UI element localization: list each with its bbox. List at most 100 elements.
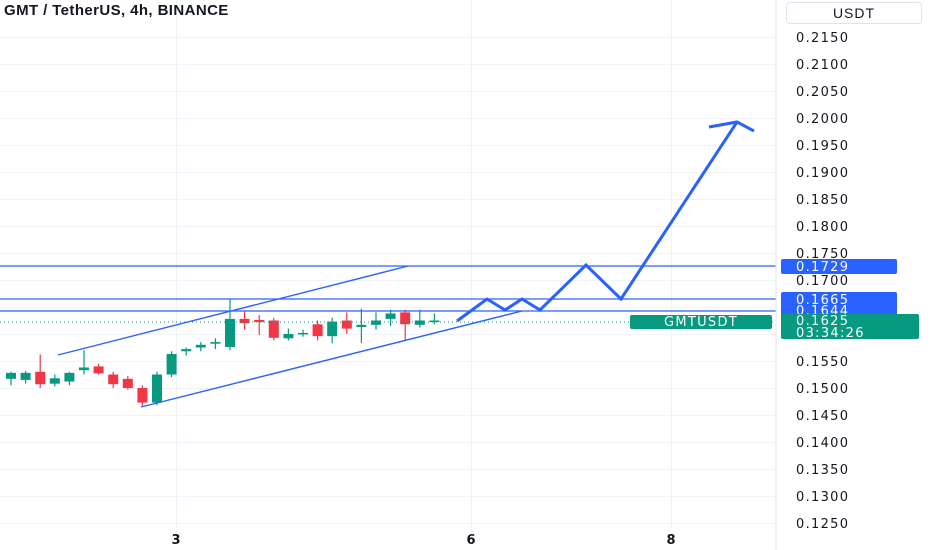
candle (341, 312, 352, 334)
candle-body (166, 353, 177, 375)
countdown-text: 03:34:26 (796, 326, 865, 341)
candle-body (225, 318, 235, 347)
grid-lines (0, 0, 776, 528)
projection-path (456, 121, 739, 323)
candle-body (152, 374, 162, 403)
candle (429, 313, 440, 325)
candle-body (122, 378, 133, 388)
candle-body (356, 324, 367, 327)
currency-button[interactable]: USDT (786, 2, 922, 24)
price-tick: 0.1900 (796, 166, 849, 181)
price-tick: 0.1950 (796, 139, 849, 154)
candle-body (137, 388, 148, 403)
projection-arrowhead (708, 120, 755, 133)
candle (268, 317, 279, 341)
candle (20, 370, 31, 384)
price-tick: 0.1750 (796, 247, 849, 262)
candle (137, 385, 148, 407)
candle-body (254, 319, 265, 323)
candle (152, 371, 162, 406)
candle (298, 329, 308, 337)
candle-body (385, 313, 396, 319)
candle-body (93, 366, 104, 374)
candle (400, 309, 411, 341)
channel-lower-line (140, 310, 523, 408)
price-tick: 0.1300 (796, 490, 849, 505)
candle-body (400, 312, 411, 325)
candle-body (79, 367, 89, 371)
price-tick: 0.1250 (796, 517, 849, 532)
symbol-title: GMT / TetherUS, 4h, BINANCE (4, 2, 229, 19)
time-axis: 3 6 8 (171, 533, 675, 548)
candle (35, 354, 46, 388)
candle-body (327, 321, 338, 337)
candle-body (195, 344, 206, 348)
candle-body (341, 320, 352, 329)
candle-body (239, 318, 250, 324)
candle (371, 312, 381, 330)
price-tick: 0.2100 (796, 58, 849, 73)
price-tags: 0.1729 0.1665 0.1644 GMTUSDT 0.1625 03:3… (630, 259, 919, 341)
price-tick: 0.2050 (796, 85, 849, 100)
price-tick: 0.1800 (796, 220, 849, 235)
price-tick: 0.1350 (796, 463, 849, 478)
candle (254, 315, 265, 336)
candle (108, 371, 119, 388)
candle-body (414, 320, 425, 325)
candle (181, 347, 192, 356)
drawing-layer (0, 120, 776, 408)
price-tick: 0.1850 (796, 193, 849, 208)
candle (210, 338, 221, 350)
candle-body (20, 372, 31, 380)
candle-body (108, 374, 119, 385)
price-tick: 0.2000 (796, 112, 849, 127)
candle-body (312, 324, 323, 337)
price-tag-0.1644 (781, 304, 897, 317)
price-tick: 0.2150 (796, 31, 849, 46)
candle (283, 328, 294, 341)
candle-body (371, 320, 381, 325)
candle-body (181, 349, 192, 352)
candle-body (6, 372, 16, 379)
candle (239, 311, 250, 330)
candle-body (49, 378, 60, 384)
candle (312, 320, 323, 341)
price-tick: 0.1500 (796, 382, 849, 397)
symbol-label: GMTUSDT (664, 315, 738, 330)
candle-body (64, 372, 75, 382)
price-tag-0.1665 (781, 292, 897, 306)
candle-body (35, 371, 46, 385)
candle (93, 363, 104, 375)
time-tick: 3 (171, 533, 180, 548)
candle-body (429, 320, 440, 322)
candle (64, 371, 75, 386)
candle (414, 309, 425, 328)
candle (225, 298, 235, 351)
price-tick: 0.1700 (796, 274, 849, 289)
candle-body (268, 320, 279, 338)
last-price-tag (781, 314, 919, 339)
candle (79, 350, 89, 375)
candle (122, 376, 133, 390)
candle (49, 374, 60, 387)
channel-upper-line (57, 265, 409, 356)
time-tick: 6 (466, 533, 475, 548)
candle (356, 308, 367, 344)
price-tick: 0.1550 (796, 355, 849, 370)
candle (195, 342, 206, 352)
candle-body (210, 342, 221, 344)
price-axis: 0.2150 0.2100 0.2050 0.2000 0.1950 0.1900 0.18… (775, 0, 849, 550)
price-tick: 0.1450 (796, 409, 849, 424)
candle-body (283, 334, 294, 339)
time-tick: 8 (666, 533, 675, 548)
symbol-label-bg (630, 315, 772, 329)
price-tag-0.1729 (781, 259, 897, 274)
candle (6, 371, 16, 386)
candles (6, 298, 440, 407)
candle (385, 309, 396, 326)
candle-body (298, 332, 308, 335)
last-price-text: 0.1625 (796, 314, 849, 329)
candle (166, 351, 177, 378)
price-tag-0.1729-text: 0.1729 (796, 260, 849, 275)
